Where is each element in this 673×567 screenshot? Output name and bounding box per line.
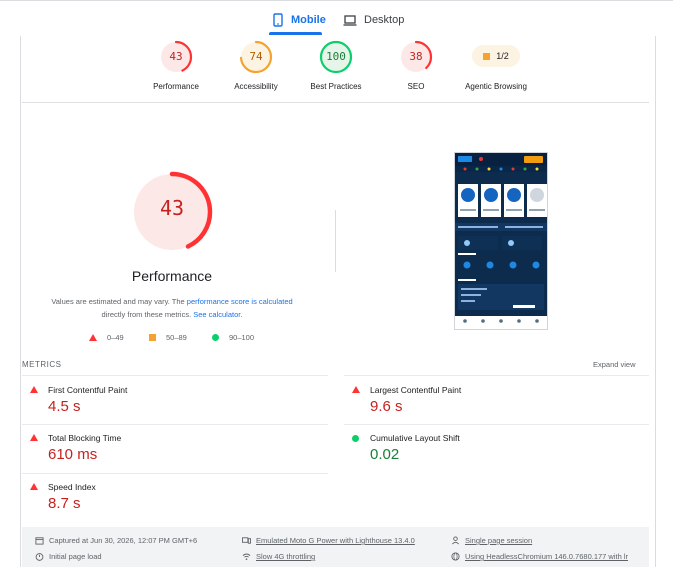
agentic-browsing-score: 1/2 [496,51,509,61]
legend-fail-label: 0–49 [107,333,124,342]
square-icon [483,52,491,60]
legend-average: 50–89 [149,333,187,342]
page-screenshot[interactable] [454,152,548,330]
category-accessibility[interactable]: 74 Accessibility [206,40,306,91]
top-border [0,0,673,1]
agentic-browsing-badge[interactable]: 1/2 [472,45,520,67]
metric-value: 610 ms [48,446,98,463]
performance-score: 43 [169,50,183,63]
performance-note: Values are estimated and may vary. The p… [40,295,304,321]
triangle-icon [30,386,38,393]
vertical-separator [335,210,336,272]
laptop-icon [343,14,357,26]
seo-gauge [399,40,433,74]
triangle-icon [89,334,97,341]
metric-label: First Contentful Paint [48,385,128,395]
browser-version[interactable]: Using HeadlessChromium 146.0.7680.177 wi… [451,552,628,561]
legend-pass-label: 90–100 [229,333,255,342]
triangle-icon [30,483,38,490]
tab-desktop[interactable]: Desktop [343,7,404,33]
captured-at: Captured at Jun 30, 2026, 12:07 PM GMT+6 [35,536,197,545]
triangle-icon [352,386,360,393]
tab-mobile[interactable]: Mobile [273,7,326,33]
smartphone-icon [273,13,283,27]
best-practices-gauge [319,40,353,74]
initial-page-load-text: Initial page load [49,552,102,561]
metric-label: Total Blocking Time [48,433,122,443]
metric-value: 9.6 s [370,398,403,415]
single-page-session[interactable]: Single page session [451,536,532,545]
emulated-device[interactable]: Emulated Moto G Power with Lighthouse 13… [242,536,415,545]
legend-average-label: 50–89 [166,333,187,342]
metric-label: Largest Contentful Paint [370,385,462,395]
best-practices-label: Best Practices [310,82,362,91]
tab-desktop-label: Desktop [364,14,405,26]
category-performance[interactable]: 43 Performance [126,40,226,91]
agentic-browsing-label: Agentic Browsing [465,82,527,91]
person-icon [452,536,459,545]
devices-icon [242,537,251,544]
seo-label: SEO [407,82,425,91]
captured-at-text: Captured at Jun 30, 2026, 12:07 PM GMT+6 [49,536,198,545]
network-throttling[interactable]: Slow 4G throttling [242,552,315,561]
accessibility-gauge [239,40,273,74]
triangle-icon [30,434,38,441]
metrics-divider [344,424,649,425]
timer-icon [35,553,44,561]
panel-border-right [655,36,656,567]
section-divider [22,102,649,103]
performance-gauge [159,40,193,74]
metrics-divider [22,375,328,376]
category-seo[interactable]: 38 SEO [366,40,466,91]
best-practices-score: 100 [326,50,346,63]
accessibility-label: Accessibility [234,82,278,91]
metric-label: Speed Index [48,482,96,492]
metrics-divider [344,375,649,376]
tab-mobile-label: Mobile [291,14,326,26]
calculator-link[interactable]: See calculator. [193,310,243,319]
browser-version-text: Using HeadlessChromium 146.0.7680.177 wi… [465,552,629,561]
single-page-session-text: Single page session [465,536,533,545]
calendar-icon [35,537,44,545]
metric-label: Cumulative Layout Shift [370,433,460,443]
metrics-divider [22,424,328,425]
network-throttling-text: Slow 4G throttling [256,552,316,561]
accessibility-score: 74 [249,50,263,63]
note-prefix: Values are estimated and may vary. The [51,297,187,306]
circle-icon [212,334,219,341]
expand-view-toggle[interactable]: Expand view [593,360,636,369]
screenshot-preview [455,153,547,329]
legend-pass: 90–100 [212,333,254,342]
globe-icon [451,552,460,561]
active-tab-indicator [269,32,322,35]
emulated-device-text: Emulated Moto G Power with Lighthouse 13… [256,536,415,545]
performance-label: Performance [153,82,199,91]
performance-big-gauge [131,171,213,253]
performance-big-score: 43 [159,196,185,220]
square-icon [149,334,156,341]
panel-border-left [20,36,21,567]
metric-value: 0.02 [370,446,400,463]
score-calculated-link[interactable]: performance score is calculated [186,297,293,306]
note-middle: directly from these metrics. [101,310,194,319]
circle-icon [352,435,359,442]
performance-title: Performance [131,268,213,284]
metric-value: 4.5 s [48,398,81,415]
metrics-header: METRICS [22,360,62,369]
seo-score: 38 [409,50,423,63]
device-tabs: Mobile Desktop [0,7,673,35]
runtime-settings: Captured at Jun 30, 2026, 12:07 PM GMT+6… [22,527,649,567]
metrics-divider [22,473,328,474]
initial-page-load: Initial page load [35,552,102,561]
legend-fail: 0–49 [89,333,124,342]
category-best-practices[interactable]: 100 Best Practices [286,40,386,91]
metric-value: 8.7 s [48,495,81,512]
wifi-icon [242,553,251,561]
